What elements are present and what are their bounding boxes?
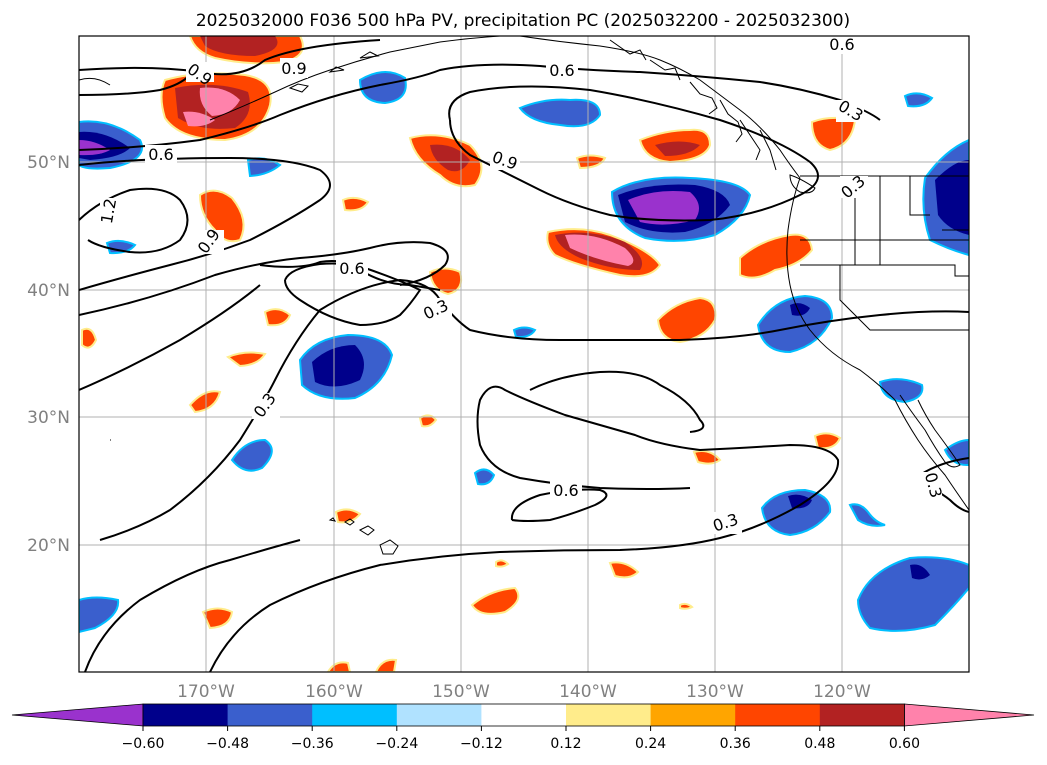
- precip-blob: [856, 556, 969, 632]
- lon-label: 150°W: [432, 682, 490, 702]
- colorbar: −0.60 −0.48 −0.36 −0.24 −0.12 0.12 0.24 0.36 0.4…: [11, 703, 1035, 752]
- precip-blob: [79, 596, 120, 634]
- map-title: 2025032000 F036 500 hPa PV, precipitatio…: [196, 11, 850, 31]
- precip-blob: [495, 559, 510, 568]
- precip-blob: [760, 488, 832, 537]
- contour-label: 0.6: [339, 259, 364, 278]
- pv-contours: [79, 39, 969, 672]
- colorbar-extend-max: [904, 703, 1035, 727]
- contour-label: 0.6: [829, 35, 854, 54]
- colorbar-tick-label: 0.36: [720, 736, 751, 752]
- precip-blob: [848, 503, 886, 527]
- colorbar-swatch: [396, 704, 482, 726]
- precip-blob: [739, 233, 814, 279]
- colorbar-tick-label: −0.60: [122, 736, 165, 752]
- precip-blob: [374, 658, 398, 672]
- colorbar-tick-label: 0.48: [804, 736, 835, 752]
- contour-label: 1.2: [97, 197, 120, 225]
- contour-labels: 0.9 0.9 0.6 0.6 0.9 1.2 0.9 0.6 0.3 0.3: [97, 35, 946, 536]
- gridlines: [79, 36, 969, 672]
- colorbar-tick-label: −0.12: [460, 736, 503, 752]
- precip-blob: [903, 92, 934, 108]
- colorbar-swatch: [819, 704, 905, 726]
- precip-blob: [225, 351, 267, 368]
- precip-blob: [518, 98, 602, 128]
- colorbar-frame: [142, 703, 905, 727]
- contour-label: 0.6: [148, 145, 173, 164]
- colorbar-swatch: [143, 704, 229, 726]
- precip-blob: [334, 508, 362, 524]
- colorbar-extend-min: [11, 703, 144, 727]
- precip-blob: [679, 602, 694, 610]
- precip-blob: [790, 303, 810, 316]
- colorbar-swatches: [11, 703, 1035, 727]
- precip-blob: [200, 36, 278, 56]
- precip-blob: [230, 438, 273, 472]
- lon-label: 170°W: [177, 682, 235, 702]
- precip-blob: [935, 160, 969, 235]
- colorbar-swatch: [227, 704, 313, 726]
- colorbar-tick-label: 0.24: [635, 736, 666, 752]
- lat-label: 50°N: [27, 153, 70, 173]
- longitude-labels: 170°W 160°W 150°W 140°W 130°W 120°W: [177, 682, 871, 702]
- contour-label: 0.6: [553, 481, 578, 500]
- precip-blob: [418, 414, 438, 428]
- colorbar-tick-label: −0.36: [291, 736, 334, 752]
- precip-blob: [199, 87, 240, 116]
- precip-blob: [430, 144, 470, 172]
- precip-blob: [473, 468, 496, 486]
- colorbar-swatch: [650, 704, 736, 726]
- precip-blob: [655, 141, 700, 156]
- precip-blob: [470, 586, 520, 615]
- precip-blob: [608, 561, 640, 579]
- precip-blob: [788, 494, 812, 509]
- lat-label: 20°N: [27, 536, 70, 556]
- colorbar-swatch: [566, 704, 652, 726]
- precip-blob: [198, 189, 245, 243]
- colorbar-tick-label: −0.48: [206, 736, 249, 752]
- precip-blob: [183, 111, 215, 127]
- precip-blob: [188, 390, 222, 414]
- colorbar-tick-label: 0.12: [550, 736, 581, 752]
- coastlines: [79, 36, 969, 555]
- lon-label: 140°W: [559, 682, 617, 702]
- colorbar-tick-label: 0.60: [889, 736, 920, 752]
- contour-label: 0.9: [281, 59, 306, 78]
- precip-blob: [565, 234, 634, 266]
- precip-blob: [79, 140, 110, 156]
- precip-blob: [81, 327, 98, 349]
- precip-blob: [201, 607, 234, 630]
- precip-blob: [512, 326, 537, 339]
- colorbar-swatch: [312, 704, 398, 726]
- latitude-labels: 50°N 40°N 30°N 20°N: [27, 153, 70, 556]
- precip-blob: [312, 345, 364, 387]
- colorbar-swatch: [481, 704, 567, 726]
- lat-label: 40°N: [27, 281, 70, 301]
- precip-blob: [341, 196, 370, 212]
- colorbar-tick-label: −0.24: [375, 736, 418, 752]
- colorbar-ticks: −0.60 −0.48 −0.36 −0.24 −0.12 0.12 0.24 0.36 0.4…: [122, 726, 920, 752]
- lon-label: 120°W: [813, 682, 871, 702]
- precip-blob: [813, 432, 842, 450]
- map-frame: [78, 35, 970, 673]
- contour-label: 0.6: [549, 61, 574, 80]
- precip-blob: [910, 564, 930, 580]
- precip-blob: [756, 294, 834, 354]
- lat-label: 30°N: [27, 408, 70, 428]
- precip-blob: [692, 450, 722, 465]
- colorbar-swatch: [735, 704, 821, 726]
- precip-blob: [263, 308, 292, 327]
- lon-label: 160°W: [305, 682, 363, 702]
- map-area: 0.9 0.9 0.6 0.6 0.9 1.2 0.9 0.6 0.3 0.3: [78, 35, 970, 673]
- precip-blob: [810, 116, 857, 152]
- precip-blob: [628, 191, 699, 225]
- precip-blob: [428, 267, 463, 296]
- lon-label: 130°W: [686, 682, 744, 702]
- precip-blob: [358, 71, 407, 105]
